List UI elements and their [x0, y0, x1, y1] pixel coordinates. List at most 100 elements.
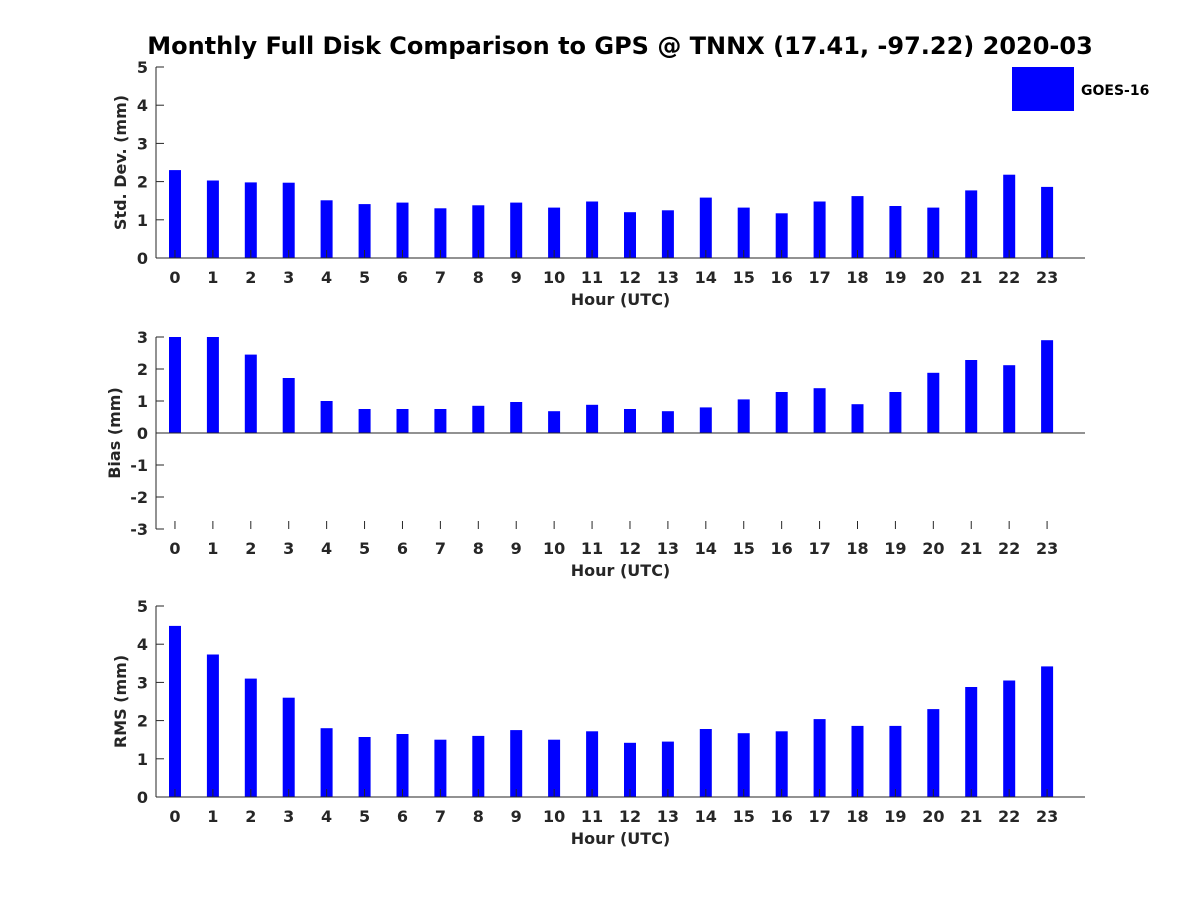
bar-hour-14 [699, 197, 712, 258]
bar-hour-8 [472, 205, 485, 258]
bar-hour-14 [699, 407, 712, 433]
y-tick-label: 2 [137, 173, 148, 192]
x-tick-label: 2 [245, 539, 256, 558]
x-tick-label: 17 [808, 268, 830, 287]
x-tick-label: 17 [808, 807, 830, 826]
x-tick-label: 12 [619, 807, 641, 826]
x-axis-label: Hour (UTC) [571, 561, 671, 580]
bar-hour-1 [206, 654, 219, 797]
x-tick-label: 1 [207, 268, 218, 287]
x-tick-label: 10 [543, 539, 565, 558]
std-dev-panel: 0 1 2 3 4 5 6 7 8 9 10 11 12 13 14 15 16 17 18 19 20 21 22 2301… [111, 58, 1085, 309]
x-tick-label: 22 [998, 539, 1020, 558]
x-tick-label: 20 [922, 268, 944, 287]
y-tick-label: 2 [137, 360, 148, 379]
bias-panel: 0 1 2 3 4 5 6 7 8 9 10 11 12 13 14 15 16 17 18 19 20 21 22 23-3… [105, 328, 1085, 580]
x-tick-label: 16 [771, 268, 793, 287]
x-tick-label: 21 [960, 807, 982, 826]
bar-hour-16 [775, 213, 788, 258]
bar-hour-6 [396, 202, 409, 258]
bar-hour-10 [548, 207, 561, 258]
x-tick-label: 23 [1036, 268, 1058, 287]
bar-hour-17 [813, 719, 826, 797]
bar-hour-18 [851, 196, 864, 258]
x-tick-label: 16 [771, 539, 793, 558]
bar-hour-13 [661, 210, 674, 259]
x-tick-label: 10 [543, 268, 565, 287]
bar-hour-10 [548, 739, 561, 797]
x-tick-label: 8 [473, 807, 484, 826]
x-tick-label: 5 [359, 807, 370, 826]
x-tick-label: 13 [657, 268, 679, 287]
bar-hour-0 [169, 170, 181, 258]
bar-hour-9 [510, 202, 523, 258]
bar-hour-19 [889, 392, 902, 433]
y-tick-label: 0 [137, 788, 148, 807]
bar-hour-19 [889, 725, 902, 797]
x-tick-label: 0 [169, 539, 180, 558]
x-tick-label: 15 [733, 268, 755, 287]
bar-hour-16 [775, 731, 788, 797]
x-tick-label: 4 [321, 268, 332, 287]
y-tick-label: 2 [137, 712, 148, 731]
bar-hour-0 [169, 337, 181, 433]
bar-hour-5 [358, 737, 371, 797]
bar-hour-3 [282, 378, 295, 433]
x-tick-label: 18 [846, 807, 868, 826]
bar-hour-20 [927, 709, 940, 797]
bar-hour-7 [434, 409, 447, 433]
x-tick-label: 2 [245, 268, 256, 287]
x-tick-label: 23 [1036, 807, 1058, 826]
bar-hour-2 [244, 354, 257, 433]
bar-hour-0 [169, 625, 181, 797]
x-tick-label: 6 [397, 539, 408, 558]
x-tick-label: 23 [1036, 539, 1058, 558]
bar-hour-6 [396, 409, 409, 433]
x-tick-label: 19 [884, 539, 906, 558]
x-tick-label: 7 [435, 539, 446, 558]
x-tick-label: 22 [998, 268, 1020, 287]
bar-hour-11 [586, 201, 599, 258]
rms-panel: 0 1 2 3 4 5 6 7 8 9 10 11 12 13 14 15 16 17 18 19 20 21 22 2301… [111, 597, 1085, 848]
x-axis-label: Hour (UTC) [571, 829, 671, 848]
bar-hour-13 [661, 411, 674, 433]
x-tick-label: 21 [960, 268, 982, 287]
bar-hour-19 [889, 206, 902, 258]
bar-hour-3 [282, 697, 295, 797]
bar-hour-1 [206, 180, 219, 258]
y-tick-label: 1 [137, 392, 148, 411]
x-axis-label: Hour (UTC) [571, 290, 671, 309]
x-tick-label: 20 [922, 807, 944, 826]
x-tick-label: 14 [695, 268, 717, 287]
bar-hour-23 [1041, 340, 1054, 433]
x-tick-label: 10 [543, 807, 565, 826]
bar-hour-12 [624, 742, 636, 797]
x-tick-label: 18 [846, 539, 868, 558]
x-tick-label: 19 [884, 268, 906, 287]
x-tick-label: 14 [695, 807, 717, 826]
bar-hour-4 [320, 401, 333, 433]
y-tick-label: 1 [137, 211, 148, 230]
y-tick-label: 4 [137, 635, 148, 654]
x-tick-label: 9 [511, 539, 522, 558]
bar-hour-14 [699, 729, 712, 797]
y-tick-label: 4 [137, 96, 148, 115]
y-tick-label: 1 [137, 750, 148, 769]
bar-hour-17 [813, 201, 826, 258]
bar-hour-21 [965, 360, 978, 433]
x-tick-label: 13 [657, 539, 679, 558]
x-tick-label: 16 [771, 807, 793, 826]
bar-hour-5 [358, 204, 371, 258]
legend-label: GOES-16 [1081, 83, 1149, 99]
bar-hour-23 [1041, 186, 1054, 258]
bar-hour-7 [434, 208, 447, 258]
x-tick-label: 21 [960, 539, 982, 558]
bar-hour-11 [586, 731, 599, 797]
bar-hour-11 [586, 404, 599, 433]
bar-hour-4 [320, 200, 333, 258]
figure-title: Monthly Full Disk Comparison to GPS @ TN… [147, 32, 1093, 60]
bar-hour-6 [396, 734, 409, 797]
y-tick-label: 3 [137, 134, 148, 153]
x-tick-label: 12 [619, 539, 641, 558]
